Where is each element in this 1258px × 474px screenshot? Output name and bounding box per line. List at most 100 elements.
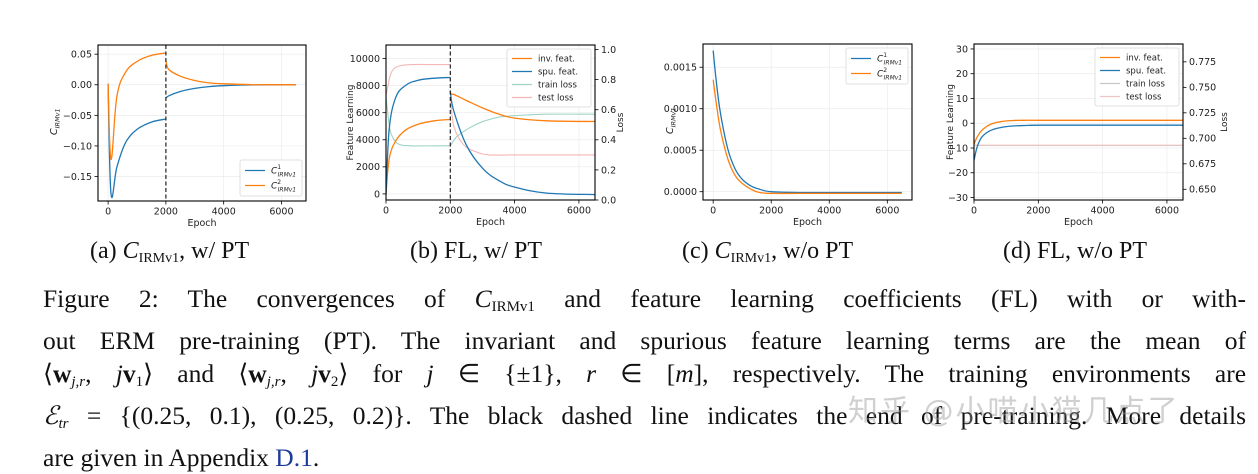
legend-label: C2 IRMv1 bbox=[877, 67, 902, 82]
legend-label: spu. feat. bbox=[1126, 67, 1166, 77]
subcaption-b: (b) FL, w/ PT bbox=[410, 238, 542, 265]
watermark: 知乎 @小喵小猫几点了 bbox=[848, 394, 1180, 429]
axes-frame bbox=[385, 44, 596, 201]
subplot-c: 0 2000 4000 6000 Epoch 0.0015 0.0010 0.0005 0.00… bbox=[640, 0, 930, 230]
x-axis-label: Epoch bbox=[793, 217, 822, 228]
y-tick-label: 4000 bbox=[356, 135, 380, 146]
subcaption-b-text: (b) FL, w/ PT bbox=[410, 238, 542, 264]
legend: inv. feat. spu. feat. train loss test loss bbox=[1094, 47, 1180, 107]
x-tick-label: 2000 bbox=[1026, 206, 1050, 217]
y-right-tick-label: 0.650 bbox=[1189, 185, 1216, 196]
x-axis-label: Epoch bbox=[187, 218, 216, 229]
chart-a: 0 2000 4000 6000 Epoch 0.05 0.00 −0.05 −0.10 −0.1… bbox=[49, 44, 307, 229]
x-axis-label: Epoch bbox=[1064, 217, 1093, 228]
x-tick-label: 6000 bbox=[269, 207, 293, 218]
series-line-c-irmv1 bbox=[712, 50, 902, 194]
y-tick-label: 8000 bbox=[356, 81, 380, 92]
legend-label: C2 IRMv1 bbox=[271, 179, 296, 194]
y-tick-label: 0.0015 bbox=[664, 63, 697, 74]
x-tick-label: 6000 bbox=[567, 206, 591, 217]
y-tick-label: 30 bbox=[956, 44, 968, 55]
caption-text: are given in Appendix bbox=[43, 443, 276, 472]
y-right-tick-label: 0.725 bbox=[1189, 108, 1216, 119]
chart-d: 0 2000 4000 6000 Epoch 30 20 10 0 −10 −20 −30 Featur… bbox=[946, 43, 1230, 228]
y-tick-label: 0.0000 bbox=[664, 187, 697, 198]
y-right-tick-label: 0.2 bbox=[601, 165, 616, 176]
appendix-link[interactable]: D.1 bbox=[275, 443, 313, 472]
caption-subscript: IRMv1 bbox=[491, 299, 535, 315]
y-right-tick-label: 0.675 bbox=[1189, 159, 1216, 170]
series-line-train-loss bbox=[386, 96, 451, 147]
series-group bbox=[386, 63, 595, 196]
series-line-spu-feat- bbox=[974, 124, 1183, 161]
y-axis-label: Feature Learning bbox=[946, 84, 956, 160]
y-tick-label: 10000 bbox=[350, 54, 380, 65]
legend-label: C1 IRMv1 bbox=[877, 52, 902, 67]
y-tick-label: 20 bbox=[956, 69, 968, 80]
x-tick-label: 4000 bbox=[817, 206, 841, 217]
y-tick-label: 10 bbox=[956, 94, 968, 105]
caption-line-1: Figure 2: The convergences of CIRMv1 and… bbox=[43, 282, 1246, 324]
x-tick-label: 2000 bbox=[759, 206, 783, 217]
subplot-d: 0 2000 4000 6000 Epoch 30 20 10 0 −10 −20 −30 Featur… bbox=[930, 0, 1258, 230]
y-right-axis-label: Loss bbox=[1220, 112, 1230, 132]
series-line-test-loss bbox=[449, 91, 595, 156]
series-group bbox=[712, 50, 902, 195]
x-tick-label: 0 bbox=[105, 207, 111, 218]
caption-line-4: ℰtr = {(0.25, 0.1), (0.25, 0.2)}. The bl… bbox=[43, 399, 1246, 441]
x-tick-label: 4000 bbox=[503, 206, 527, 217]
caption-subscript: tr bbox=[58, 416, 69, 432]
y-tick-label: 0.00 bbox=[71, 80, 92, 91]
caption-line-5: are given in Appendix D.1. bbox=[43, 441, 1246, 474]
y-right-tick-label: 0.775 bbox=[1189, 57, 1216, 68]
series-line-spu-feat- bbox=[449, 90, 595, 196]
axes-frame bbox=[97, 44, 307, 202]
legend-label: C1 IRMv1 bbox=[271, 164, 296, 179]
series-group bbox=[974, 119, 1183, 161]
y-tick-label: −20 bbox=[948, 168, 968, 179]
series-line-inv-feat- bbox=[449, 93, 595, 123]
x-tick-label: 2000 bbox=[154, 207, 178, 218]
y-tick-label: 2000 bbox=[356, 162, 380, 173]
y-right-tick-label: 0.4 bbox=[601, 135, 616, 146]
x-tick-label: 4000 bbox=[1091, 206, 1115, 217]
y-tick-label: −10 bbox=[948, 143, 968, 154]
subcaption-a-subscript: IRMv1 bbox=[138, 251, 180, 266]
series-line-test-loss bbox=[386, 63, 451, 97]
caption-symbol: ℰ bbox=[43, 401, 59, 430]
legend-label: inv. feat. bbox=[538, 55, 575, 65]
legend-label: test loss bbox=[538, 94, 574, 104]
x-tick-label: 0 bbox=[710, 206, 716, 217]
y-right-axis-label: Loss bbox=[616, 112, 626, 132]
subcaption-c: (c) CIRMv1, w/o PT bbox=[682, 238, 853, 267]
chart-b: 0 2000 4000 6000 Epoch 0 2000 4000 6000 8000 10000… bbox=[346, 44, 626, 228]
x-tick-label: 4000 bbox=[212, 207, 236, 218]
series-line-c-irmv1 bbox=[165, 84, 296, 99]
subcaption-d-text: (d) FL, w/o PT bbox=[1003, 238, 1147, 264]
y-tick-label: 6000 bbox=[356, 108, 380, 119]
series-group bbox=[107, 52, 296, 198]
y-right-tick-label: 0.700 bbox=[1189, 134, 1216, 145]
y-right-tick-label: 1.0 bbox=[601, 45, 616, 56]
y-axis-label: CIRMv1 bbox=[49, 108, 62, 135]
subcaption-c-prefix: (c) bbox=[682, 238, 715, 264]
y-tick-label: 0.0010 bbox=[664, 104, 697, 115]
caption-symbol: C bbox=[474, 284, 492, 313]
x-axis-label: Epoch bbox=[476, 217, 505, 228]
subcaption-a-suffix: , w/ PT bbox=[179, 238, 250, 264]
series-line-inv-feat- bbox=[386, 118, 451, 194]
subcaption-a-symbol: C bbox=[122, 238, 139, 264]
legend-label: inv. feat. bbox=[1126, 54, 1163, 64]
series-line-inv-feat- bbox=[974, 119, 1183, 145]
x-tick-label: 0 bbox=[383, 206, 389, 217]
y-axis-label: CIRMv1 bbox=[665, 107, 678, 134]
subcaption-c-symbol: C bbox=[714, 238, 731, 264]
legend-label: train loss bbox=[1126, 80, 1165, 90]
x-tick-label: 6000 bbox=[875, 206, 899, 217]
figure-caption: Figure 2: The convergences of CIRMv1 and… bbox=[43, 282, 1246, 474]
y-axis-label: Feature Learning bbox=[346, 85, 356, 161]
axes-frame bbox=[973, 43, 1184, 201]
y-tick-label: −0.10 bbox=[63, 141, 92, 152]
